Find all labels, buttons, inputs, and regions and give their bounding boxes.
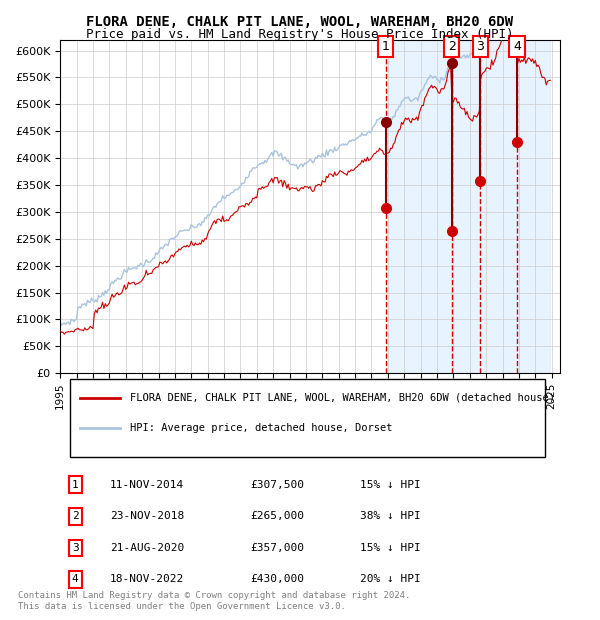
Text: Contains HM Land Registry data © Crown copyright and database right 2024.
This d: Contains HM Land Registry data © Crown c…	[18, 591, 410, 611]
Text: 2: 2	[448, 40, 455, 53]
Text: 38% ↓ HPI: 38% ↓ HPI	[360, 512, 421, 521]
Text: 15% ↓ HPI: 15% ↓ HPI	[360, 480, 421, 490]
Text: 11-NOV-2014: 11-NOV-2014	[110, 480, 184, 490]
Text: 20% ↓ HPI: 20% ↓ HPI	[360, 575, 421, 585]
Text: 1: 1	[382, 40, 389, 53]
Text: 4: 4	[513, 40, 521, 53]
Text: £357,000: £357,000	[250, 543, 304, 553]
Text: 3: 3	[72, 543, 79, 553]
Text: £430,000: £430,000	[250, 575, 304, 585]
Text: FLORA DENE, CHALK PIT LANE, WOOL, WAREHAM, BH20 6DW (detached house): FLORA DENE, CHALK PIT LANE, WOOL, WAREHA…	[130, 393, 555, 403]
Text: 15% ↓ HPI: 15% ↓ HPI	[360, 543, 421, 553]
FancyBboxPatch shape	[70, 379, 545, 456]
Text: £307,500: £307,500	[250, 480, 304, 490]
Text: 21-AUG-2020: 21-AUG-2020	[110, 543, 184, 553]
Text: HPI: Average price, detached house, Dorset: HPI: Average price, detached house, Dors…	[130, 423, 392, 433]
Text: 23-NOV-2018: 23-NOV-2018	[110, 512, 184, 521]
Text: £265,000: £265,000	[250, 512, 304, 521]
Text: 4: 4	[72, 575, 79, 585]
Text: 2: 2	[72, 512, 79, 521]
Text: FLORA DENE, CHALK PIT LANE, WOOL, WAREHAM, BH20 6DW: FLORA DENE, CHALK PIT LANE, WOOL, WAREHA…	[86, 16, 514, 30]
Text: Price paid vs. HM Land Registry's House Price Index (HPI): Price paid vs. HM Land Registry's House …	[86, 28, 514, 41]
Text: 1: 1	[72, 480, 79, 490]
Text: 3: 3	[476, 40, 484, 53]
Text: 18-NOV-2022: 18-NOV-2022	[110, 575, 184, 585]
